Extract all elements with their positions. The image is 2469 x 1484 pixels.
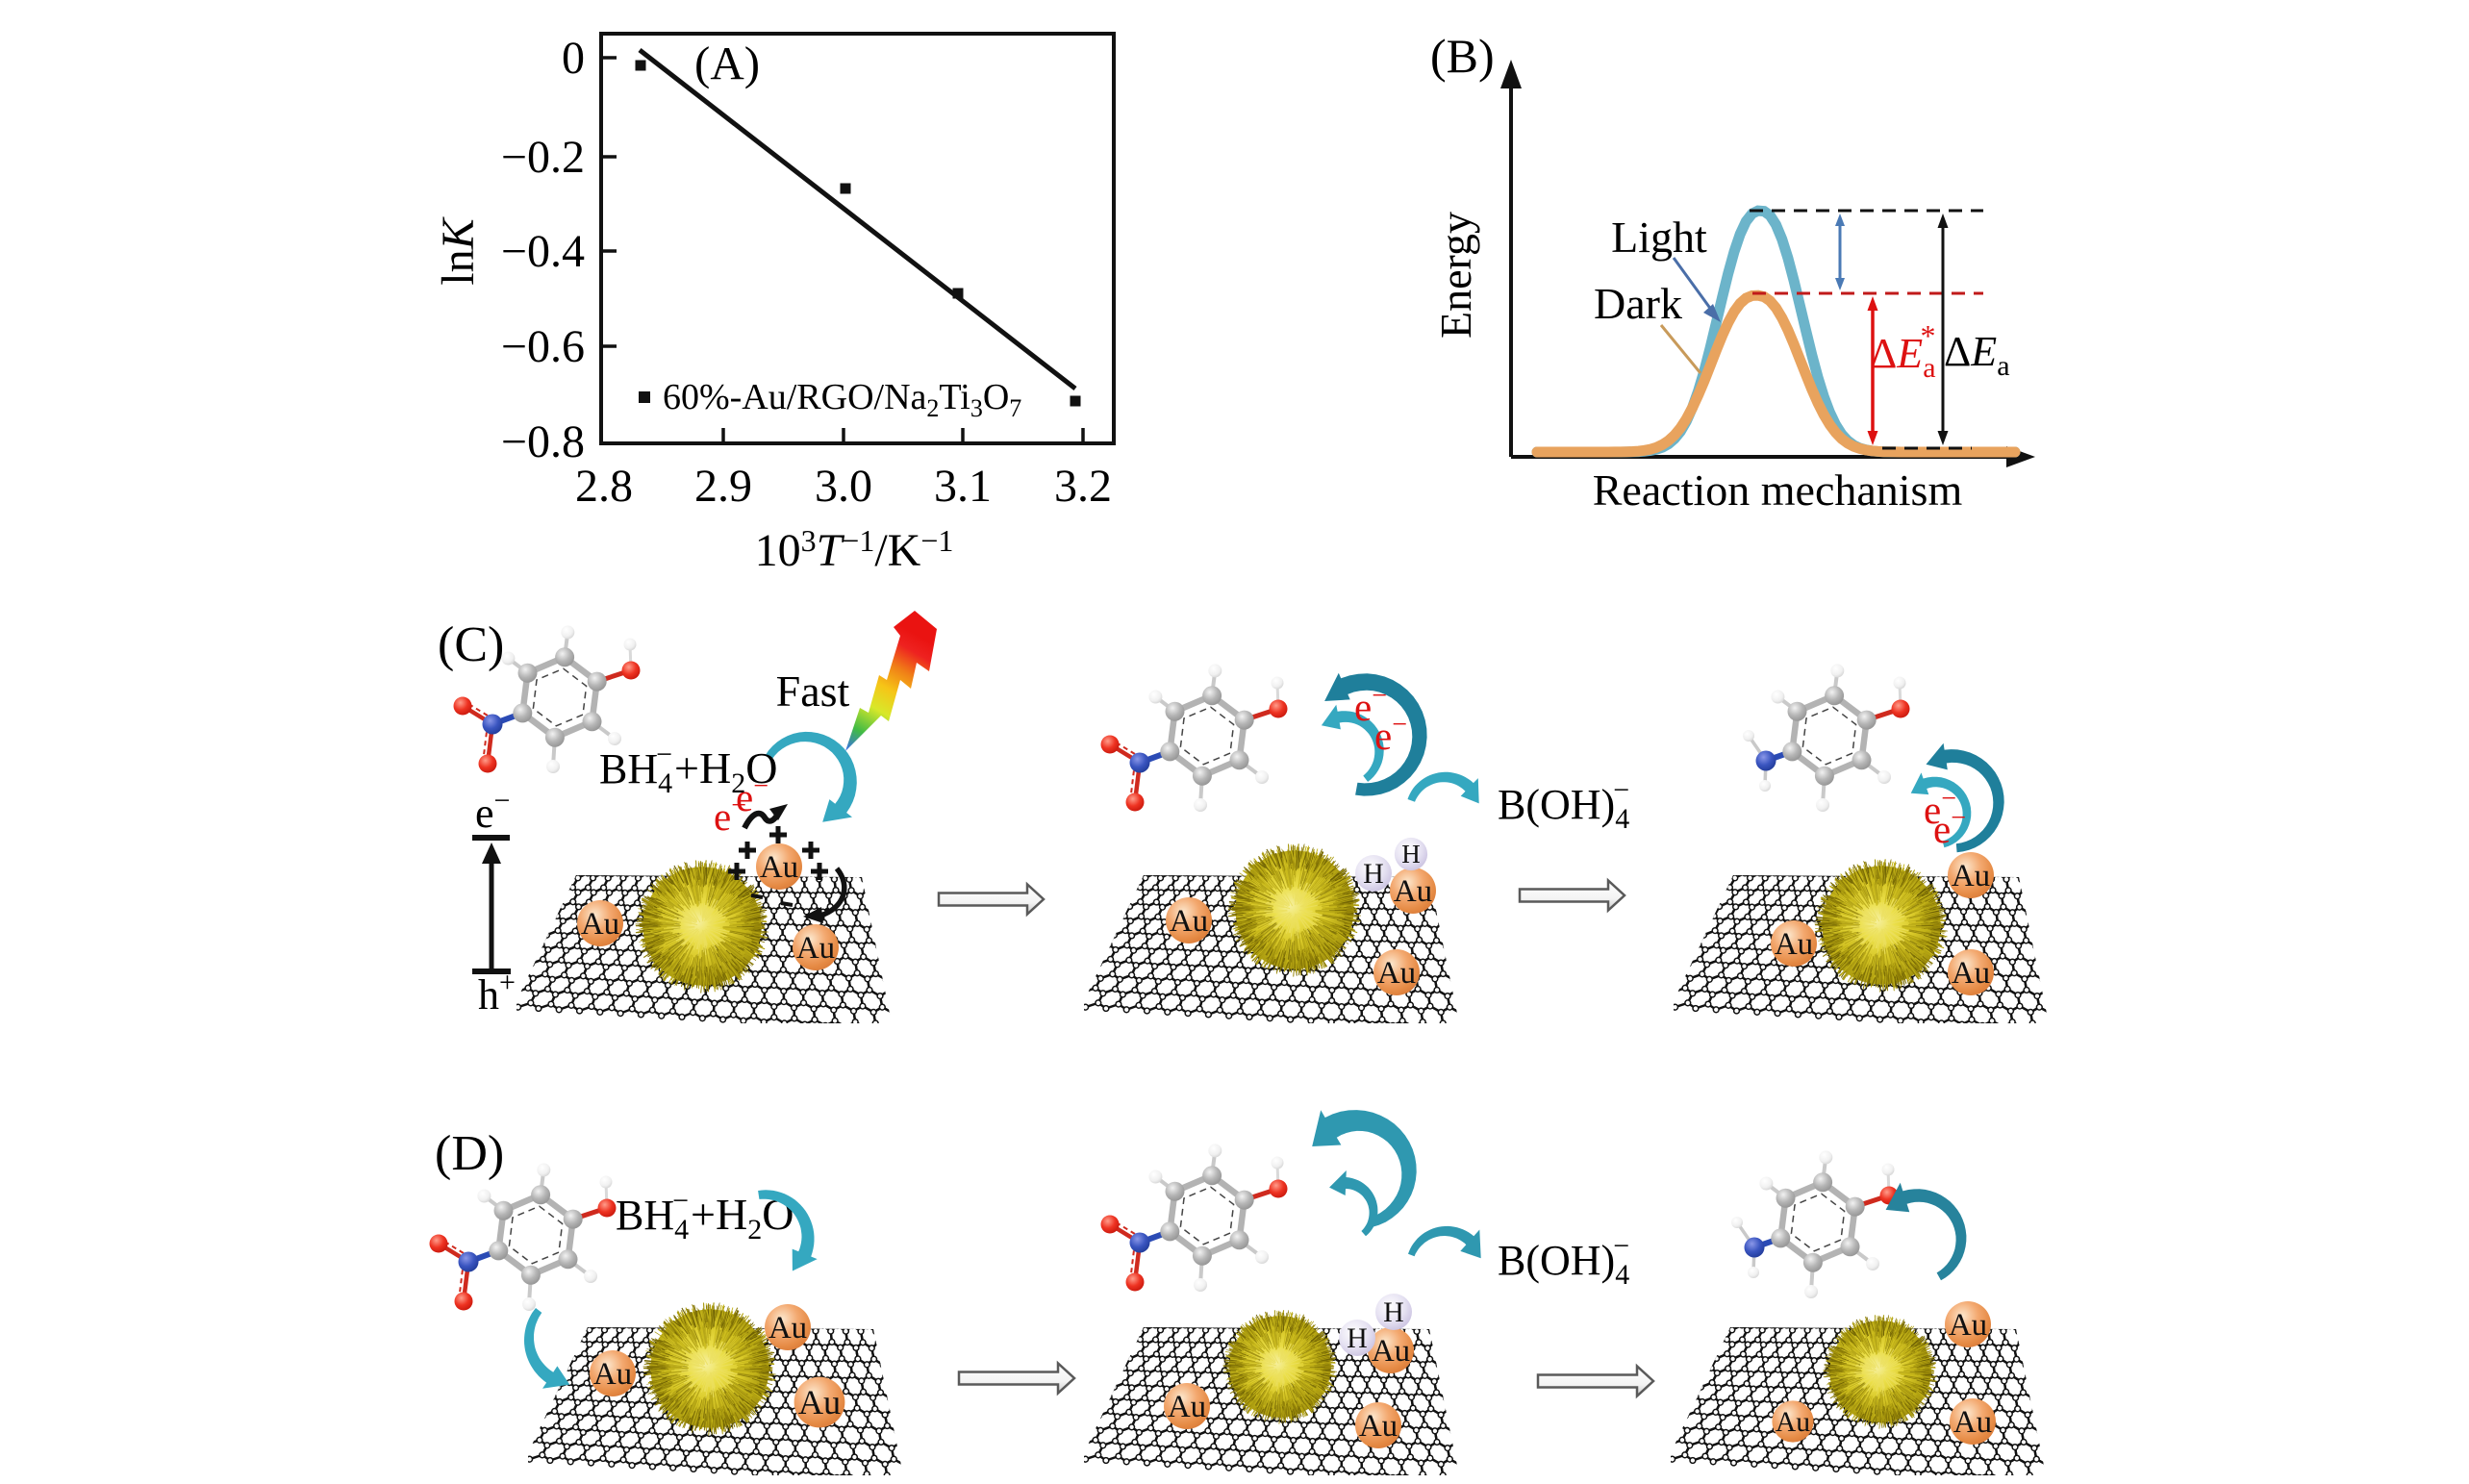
svg-text:ΔEa*: ΔEa*	[1870, 318, 1936, 384]
svg-text:(D): (D)	[435, 1126, 504, 1181]
svg-text:3.1: 3.1	[934, 461, 992, 512]
svg-text:Light: Light	[1611, 213, 1707, 262]
svg-text:lnK: lnK	[433, 215, 484, 285]
svg-text:−0.2: −0.2	[501, 132, 585, 183]
svg-text:e−: e−	[1374, 710, 1407, 758]
svg-text:B(OH)4−: B(OH)4−	[1498, 1230, 1629, 1291]
svg-text:(A): (A)	[694, 37, 760, 89]
svg-text:2.8: 2.8	[575, 461, 633, 512]
svg-text:BH4−+H2O: BH4−+H2O	[599, 739, 777, 799]
svg-text:60%-Au/RGO/Na2Ti3O7: 60%-Au/RGO/Na2Ti3O7	[663, 377, 1021, 422]
svg-text:(C): (C)	[438, 617, 504, 672]
svg-text:−0.4: −0.4	[501, 226, 585, 277]
svg-text:Energy: Energy	[1431, 212, 1480, 339]
svg-text:Fast: Fast	[776, 667, 850, 716]
svg-text:Dark: Dark	[1594, 279, 1682, 328]
svg-text:0: 0	[562, 33, 585, 84]
svg-text:2.9: 2.9	[694, 461, 752, 512]
svg-text:e−: e−	[475, 785, 510, 837]
svg-text:(B): (B)	[1430, 29, 1495, 83]
svg-text:Reaction mechanism: Reaction mechanism	[1593, 465, 1963, 515]
svg-text:BH4−+H2O: BH4−+H2O	[616, 1185, 794, 1245]
svg-text:3.0: 3.0	[815, 461, 872, 512]
svg-text:e−: e−	[1933, 803, 1966, 851]
svg-text:−0.6: −0.6	[501, 321, 585, 372]
svg-text:B(OH)4−: B(OH)4−	[1498, 774, 1629, 835]
svg-text:e−: e−	[736, 771, 768, 819]
svg-text:3.2: 3.2	[1054, 461, 1112, 512]
svg-text:−0.8: −0.8	[501, 416, 585, 467]
